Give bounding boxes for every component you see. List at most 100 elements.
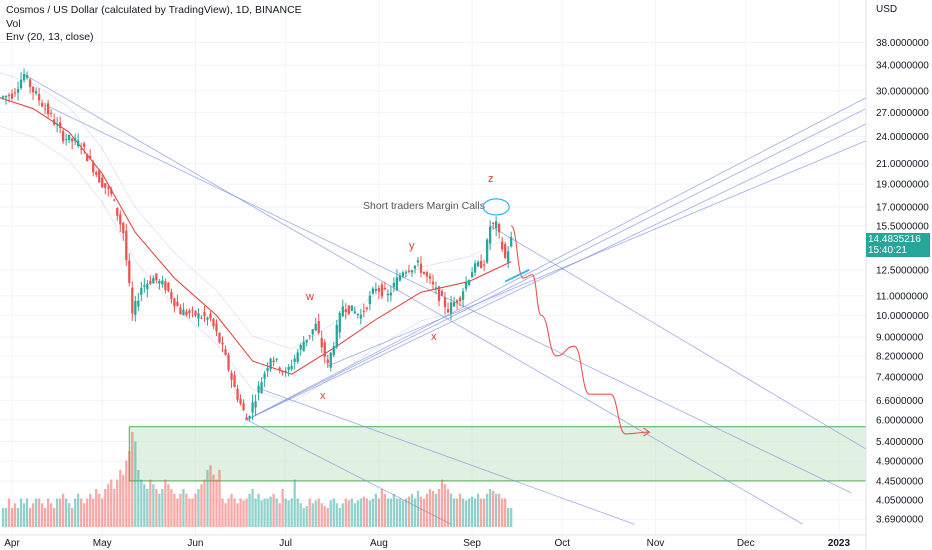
candle-body — [86, 154, 89, 162]
candle-body — [170, 291, 173, 300]
candle-body — [74, 138, 77, 142]
candle-body — [95, 172, 98, 175]
price-tick-label: 19.0000000 — [876, 180, 929, 191]
candle-body — [58, 122, 62, 128]
price-tick-label: 11.0000000 — [876, 291, 929, 302]
candle-body — [470, 272, 474, 278]
volume-bar — [479, 498, 483, 527]
volume-bar — [498, 493, 501, 527]
volume-bar — [245, 498, 248, 527]
candle-body — [359, 314, 362, 319]
volume-bar — [149, 479, 152, 527]
candle-body — [125, 230, 128, 261]
candle-body — [49, 112, 53, 114]
candle-body — [152, 277, 155, 284]
candle-body — [161, 280, 164, 285]
last-price-tag: 14.4835216 15:40:21 — [866, 232, 930, 257]
volume-bar — [353, 503, 356, 527]
annotation-markers — [482, 198, 530, 283]
candle-body — [68, 134, 71, 141]
volume-bar — [31, 503, 35, 527]
volume-bar — [398, 498, 402, 527]
candle-body — [377, 287, 381, 292]
candle-body — [507, 251, 510, 263]
candle-body — [218, 332, 221, 343]
volume-bar — [164, 479, 167, 527]
volume-bar — [16, 508, 20, 527]
price-tick-label: 7.4000000 — [876, 372, 924, 383]
price-tick-label: 21.0000000 — [876, 159, 929, 170]
price-tick-label: 6.0000000 — [876, 415, 924, 426]
volume-bar — [209, 465, 212, 527]
candle-body — [236, 388, 239, 400]
volume-bar — [161, 489, 164, 527]
candle-body — [245, 417, 248, 420]
candle-body — [437, 286, 441, 301]
candle-body — [185, 311, 188, 315]
volume-bar — [401, 500, 405, 527]
volume-bar — [43, 508, 47, 527]
candle-body — [257, 385, 260, 393]
volume-bar — [305, 506, 308, 527]
wave-label-y: y — [409, 240, 415, 252]
last-price-value: 14.4835216 — [868, 233, 921, 245]
price-tick-label: 10.0000000 — [876, 311, 929, 322]
volume-bar — [10, 508, 14, 527]
volume-bar — [68, 503, 71, 527]
candle-body — [89, 155, 92, 159]
volume-bar — [140, 479, 143, 527]
volume-bar — [131, 432, 134, 527]
candle-body — [25, 74, 29, 78]
volume-bar — [176, 498, 179, 527]
candle-body — [80, 148, 83, 150]
volume-bar — [416, 490, 420, 527]
volume-bar — [507, 508, 510, 527]
volume-bar — [242, 500, 245, 527]
volume-bar — [281, 489, 284, 527]
candle-body — [510, 237, 513, 247]
volume-bar — [293, 479, 296, 527]
candle-body — [498, 223, 501, 233]
candle-body — [164, 281, 167, 291]
candle-body — [341, 306, 344, 317]
candle-body — [293, 358, 296, 363]
candle-body — [16, 88, 20, 93]
candle-body — [40, 103, 44, 107]
price-tick-label: 30.0000000 — [876, 86, 929, 97]
volume-bar — [344, 498, 347, 527]
candle-body — [254, 401, 257, 408]
volume-bar — [434, 493, 438, 527]
volume-bar — [278, 503, 281, 527]
candle-body — [65, 138, 68, 140]
candle-body — [43, 108, 47, 110]
candle-body — [149, 280, 152, 284]
volume-bar — [95, 489, 98, 527]
candle-body — [46, 103, 50, 115]
volume-bar — [185, 493, 188, 527]
volume-bar — [356, 500, 359, 527]
candle-body — [458, 297, 462, 302]
volume-bar — [128, 451, 131, 527]
volume-bar — [167, 484, 170, 527]
volume-bar — [52, 508, 56, 527]
price-tick-label: 4.0500000 — [876, 496, 924, 507]
time-tick-label: May — [93, 538, 112, 549]
candle-body — [380, 284, 384, 297]
volume-bar — [19, 498, 23, 527]
projection-path — [510, 225, 651, 437]
volume-bar — [125, 460, 128, 527]
candle-body — [1, 96, 5, 98]
candle-body — [203, 312, 206, 317]
volume-bar — [410, 493, 414, 527]
volume-bar — [107, 484, 110, 527]
candle-body — [62, 131, 65, 142]
volume-bar — [200, 484, 203, 527]
volume-bar — [383, 493, 387, 527]
candle-body — [239, 398, 242, 404]
candle-body — [431, 281, 435, 285]
time-tick-label: Oct — [555, 538, 571, 549]
candle-body — [281, 370, 284, 373]
candle-body — [368, 295, 371, 304]
time-tick-label: Apr — [4, 538, 20, 549]
